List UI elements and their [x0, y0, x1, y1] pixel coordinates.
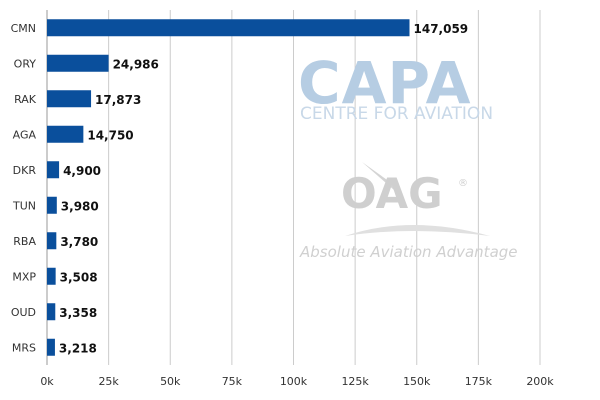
bar — [47, 90, 92, 108]
bar — [47, 125, 84, 143]
category-label: ORY — [14, 57, 37, 70]
data-label: 3,980 — [61, 199, 99, 213]
data-label: 14,750 — [87, 128, 133, 142]
x-tick-label: 0k — [40, 375, 54, 388]
bars — [47, 19, 410, 356]
data-label: 3,218 — [59, 341, 97, 355]
registered-mark-icon: ® — [458, 178, 468, 189]
x-tick-label: 150k — [403, 375, 431, 388]
bar — [47, 19, 410, 37]
x-tick-label: 100k — [280, 375, 308, 388]
data-label: 17,873 — [95, 93, 141, 107]
data-label: 4,900 — [63, 164, 101, 178]
data-label: 3,508 — [60, 270, 98, 284]
category-label: TUN — [12, 199, 36, 212]
data-label: 147,059 — [414, 22, 469, 36]
data-label: 3,780 — [60, 235, 98, 249]
x-tick-label: 125k — [341, 375, 369, 388]
oag-underline-swoosh-icon — [345, 225, 490, 236]
bar — [47, 338, 55, 356]
oag-tagline-watermark: Absolute Aviation Advantage — [299, 243, 518, 261]
category-label: RAK — [14, 93, 37, 106]
data-label: 24,986 — [113, 57, 159, 71]
category-label: OUD — [11, 306, 36, 319]
x-tick-label: 75k — [222, 375, 243, 388]
bar — [47, 161, 60, 179]
bar — [47, 232, 57, 250]
data-label: 3,358 — [59, 306, 97, 320]
bar — [47, 267, 56, 285]
category-label: CMN — [11, 22, 36, 35]
bar — [47, 196, 57, 214]
x-axis-tick-labels: 0k 25k 50k 75k 100k 125k 150k 175k 200k — [40, 375, 554, 388]
oag-watermark: OAG — [341, 169, 443, 218]
capa-watermark: CAPA — [298, 49, 472, 117]
category-label: AGA — [13, 128, 37, 141]
category-label: RBA — [13, 235, 36, 248]
category-label: MRS — [12, 341, 36, 354]
category-label: DKR — [13, 164, 37, 177]
data-labels: 147,059 24,986 17,873 14,750 4,900 3,980 3,780… — [59, 22, 468, 356]
x-tick-label: 25k — [98, 375, 119, 388]
capa-subtitle-watermark: CENTRE FOR AVIATION — [300, 104, 493, 124]
bar — [47, 303, 56, 321]
category-labels: CMN ORY RAK AGA DKR TUN RBA MXP OUD MRS — [11, 22, 37, 355]
bar — [47, 54, 109, 72]
grid-lines — [46, 10, 541, 365]
oag-swoosh-icon — [362, 162, 402, 197]
x-tick-label: 175k — [465, 375, 493, 388]
category-label: MXP — [12, 270, 36, 283]
watermarks: CAPA CENTRE FOR AVIATION OAG ® Absolute … — [298, 49, 518, 261]
x-tick-label: 200k — [526, 375, 554, 388]
x-tick-label: 50k — [160, 375, 181, 388]
